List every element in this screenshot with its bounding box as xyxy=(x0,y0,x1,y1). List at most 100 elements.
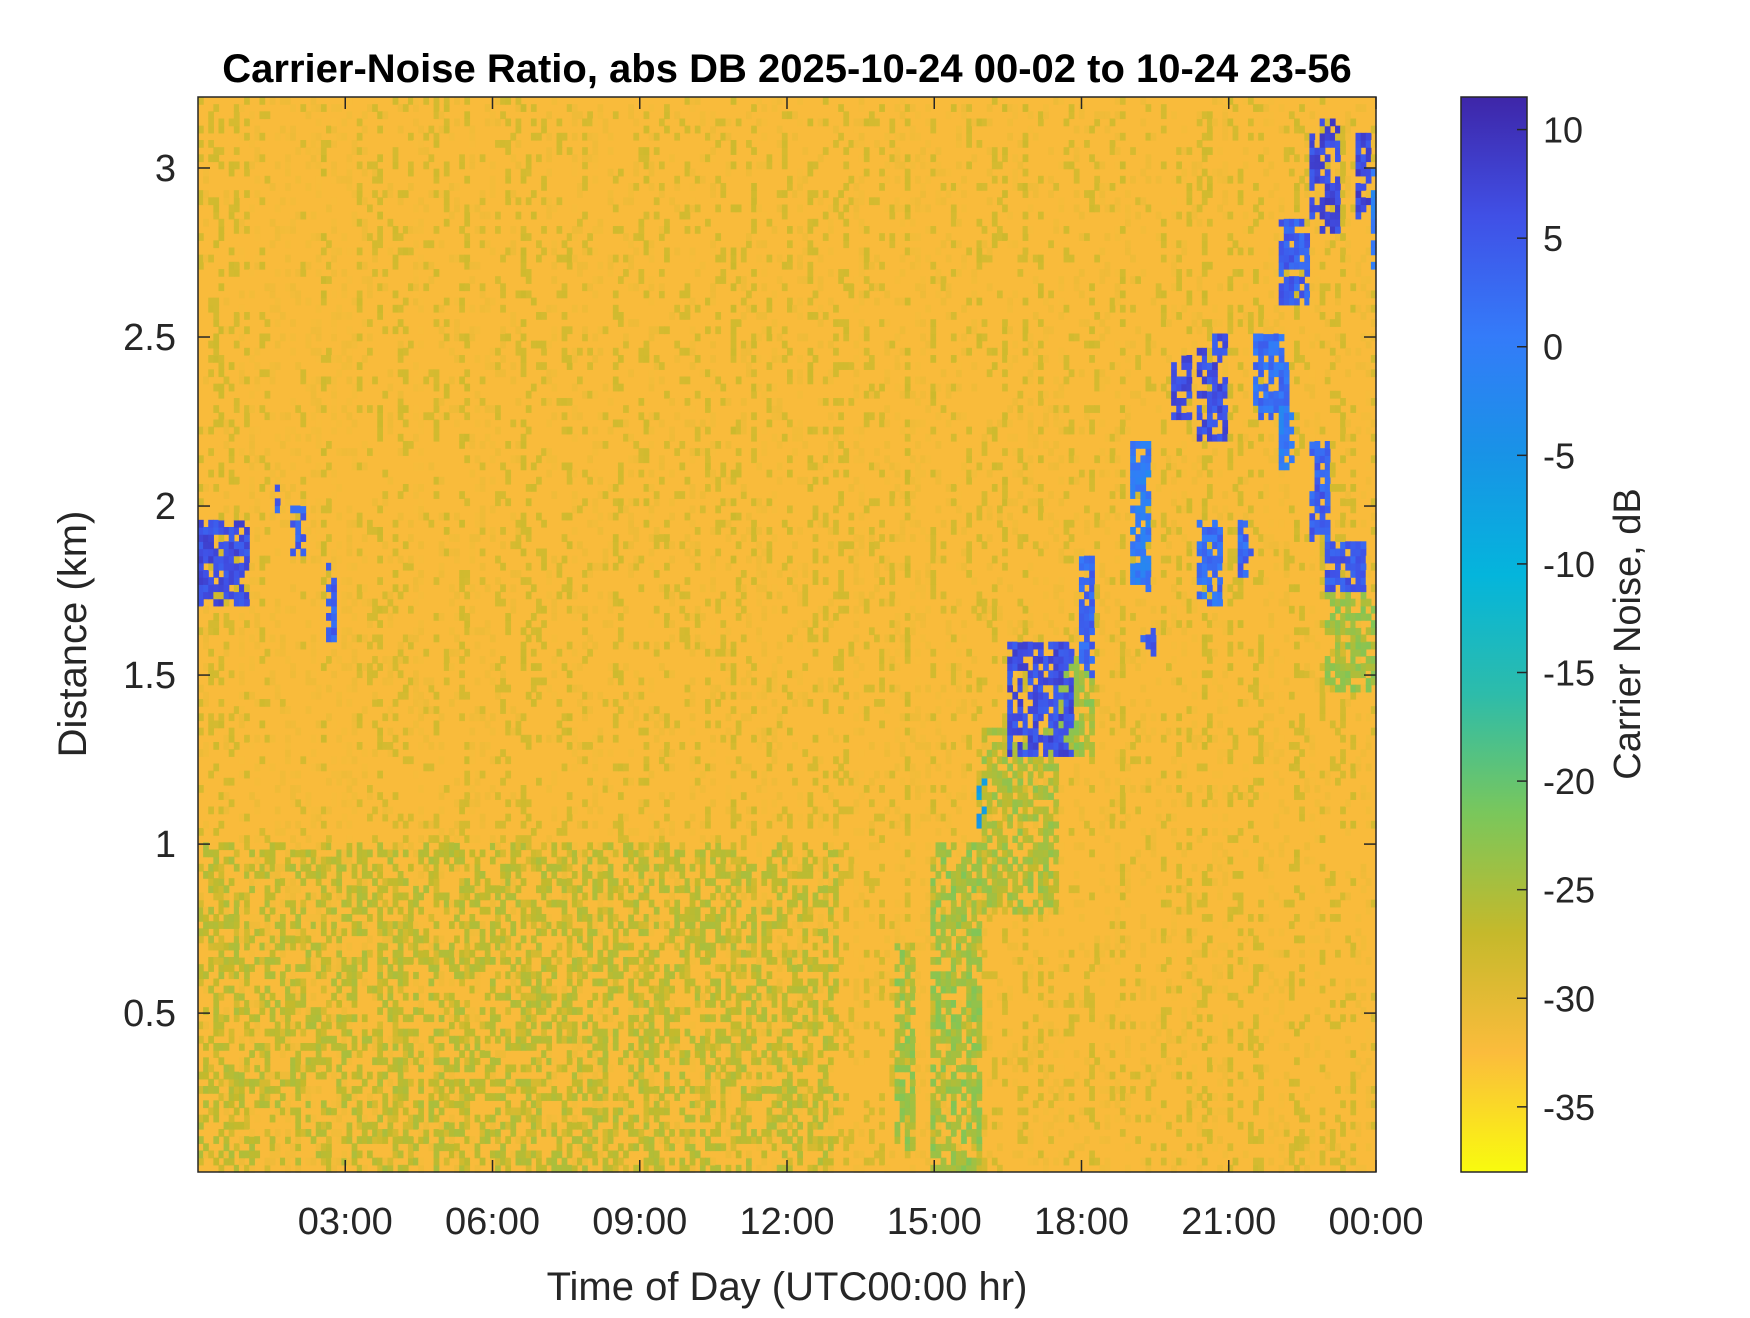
heatmap-cell xyxy=(628,906,634,915)
heatmap-cell xyxy=(577,1136,583,1144)
heatmap-cell xyxy=(448,211,455,220)
heatmap-cell xyxy=(556,1150,563,1159)
heatmap-cell xyxy=(530,1129,537,1137)
heatmap-cell xyxy=(617,1093,624,1101)
heatmap-cell xyxy=(684,634,691,643)
heatmap-cell xyxy=(341,233,348,241)
heatmap-cell xyxy=(382,1043,389,1051)
heatmap-cell xyxy=(448,842,455,851)
heatmap-cell xyxy=(331,1035,337,1044)
heatmap-cell xyxy=(541,519,547,528)
heatmap-cell xyxy=(484,1129,491,1137)
heatmap-cell xyxy=(541,1021,547,1030)
heatmap-cell xyxy=(198,125,204,134)
heatmap-cell xyxy=(290,1028,296,1037)
heatmap-cell xyxy=(392,899,399,908)
heatmap-cell xyxy=(689,914,696,922)
heatmap-cell xyxy=(505,1086,512,1094)
heatmap-cell xyxy=(208,727,214,736)
heatmap-cell xyxy=(546,964,552,972)
heatmap-cell xyxy=(295,534,302,542)
heatmap-cell xyxy=(551,849,558,858)
heatmap-cell xyxy=(495,362,501,370)
heatmap-cell xyxy=(402,441,409,449)
heatmap-cell xyxy=(587,283,593,292)
heatmap-cell xyxy=(684,985,691,994)
heatmap-cell xyxy=(295,978,302,987)
heatmap-cell xyxy=(418,218,424,227)
heatmap-cell xyxy=(489,441,496,449)
heatmap-cell xyxy=(198,426,204,435)
heatmap-cell xyxy=(577,820,583,829)
heatmap-cell xyxy=(274,505,281,514)
heatmap-cell xyxy=(244,1057,250,1066)
heatmap-cell xyxy=(387,878,394,886)
heatmap-cell xyxy=(571,491,578,499)
heatmap-cell xyxy=(254,620,261,628)
heatmap-cell xyxy=(336,928,343,937)
heatmap-cell xyxy=(643,347,650,356)
heatmap-cell xyxy=(438,1107,445,1116)
heatmap-cell xyxy=(336,1043,343,1051)
heatmap-cell xyxy=(233,512,240,521)
heatmap-cell xyxy=(361,125,368,134)
heatmap-cell xyxy=(305,240,312,249)
heatmap-cell xyxy=(577,1057,583,1066)
heatmap-cell xyxy=(597,491,604,499)
heatmap-cell xyxy=(208,1035,214,1044)
heatmap-cell xyxy=(623,835,629,843)
heatmap-cell xyxy=(448,1064,455,1073)
heatmap-cell xyxy=(648,914,655,922)
heatmap-cell xyxy=(218,992,225,1001)
heatmap-cell xyxy=(648,1021,655,1030)
heatmap-cell xyxy=(259,111,266,120)
heatmap-cell xyxy=(285,269,291,277)
heatmap-cell xyxy=(556,1035,563,1044)
heatmap-cell xyxy=(443,333,450,342)
heatmap-cell xyxy=(577,699,583,707)
heatmap-cell xyxy=(320,297,327,306)
heatmap-cell xyxy=(689,878,696,886)
heatmap-cell xyxy=(356,713,363,722)
heatmap-cell xyxy=(269,1007,276,1015)
heatmap-cell xyxy=(223,985,230,994)
heatmap-cell xyxy=(413,140,419,148)
heatmap-cell xyxy=(279,226,286,234)
heatmap-cell xyxy=(407,605,414,614)
heatmap-cell xyxy=(669,1157,675,1166)
heatmap-cell xyxy=(607,899,614,908)
heatmap-cell xyxy=(602,842,609,851)
heatmap-cell xyxy=(413,297,419,306)
heatmap-cell xyxy=(392,233,399,241)
heatmap-cell xyxy=(495,892,501,901)
heatmap-cell xyxy=(464,591,471,600)
heatmap-cell xyxy=(643,957,650,965)
heatmap-cell xyxy=(428,154,435,163)
heatmap-cell xyxy=(402,957,409,965)
heatmap-cell xyxy=(254,1136,261,1144)
heatmap-cell xyxy=(525,1114,532,1123)
heatmap-cell xyxy=(612,885,619,894)
heatmap-cell xyxy=(443,842,450,851)
heatmap-cell xyxy=(592,519,599,528)
heatmap-cell xyxy=(510,1086,517,1094)
heatmap-cell xyxy=(387,1164,394,1173)
heatmap-cell xyxy=(218,921,225,929)
heatmap-cell xyxy=(259,928,266,937)
heatmap-cell xyxy=(310,957,317,965)
heatmap-cell xyxy=(607,512,614,521)
heatmap-cell xyxy=(397,398,404,406)
heatmap-cell xyxy=(464,1021,471,1030)
heatmap-cell xyxy=(664,613,670,621)
heatmap-cell xyxy=(356,892,363,901)
heatmap-cell xyxy=(198,261,204,270)
heatmap-cell xyxy=(274,233,281,241)
heatmap-cell xyxy=(377,577,383,585)
heatmap-cell xyxy=(489,1093,496,1101)
heatmap-cell xyxy=(602,125,609,134)
heatmap-cell xyxy=(238,964,245,972)
heatmap-cell xyxy=(664,519,670,528)
heatmap-cell xyxy=(469,863,476,872)
heatmap-cell xyxy=(495,1035,501,1044)
heatmap-cell xyxy=(536,691,542,700)
